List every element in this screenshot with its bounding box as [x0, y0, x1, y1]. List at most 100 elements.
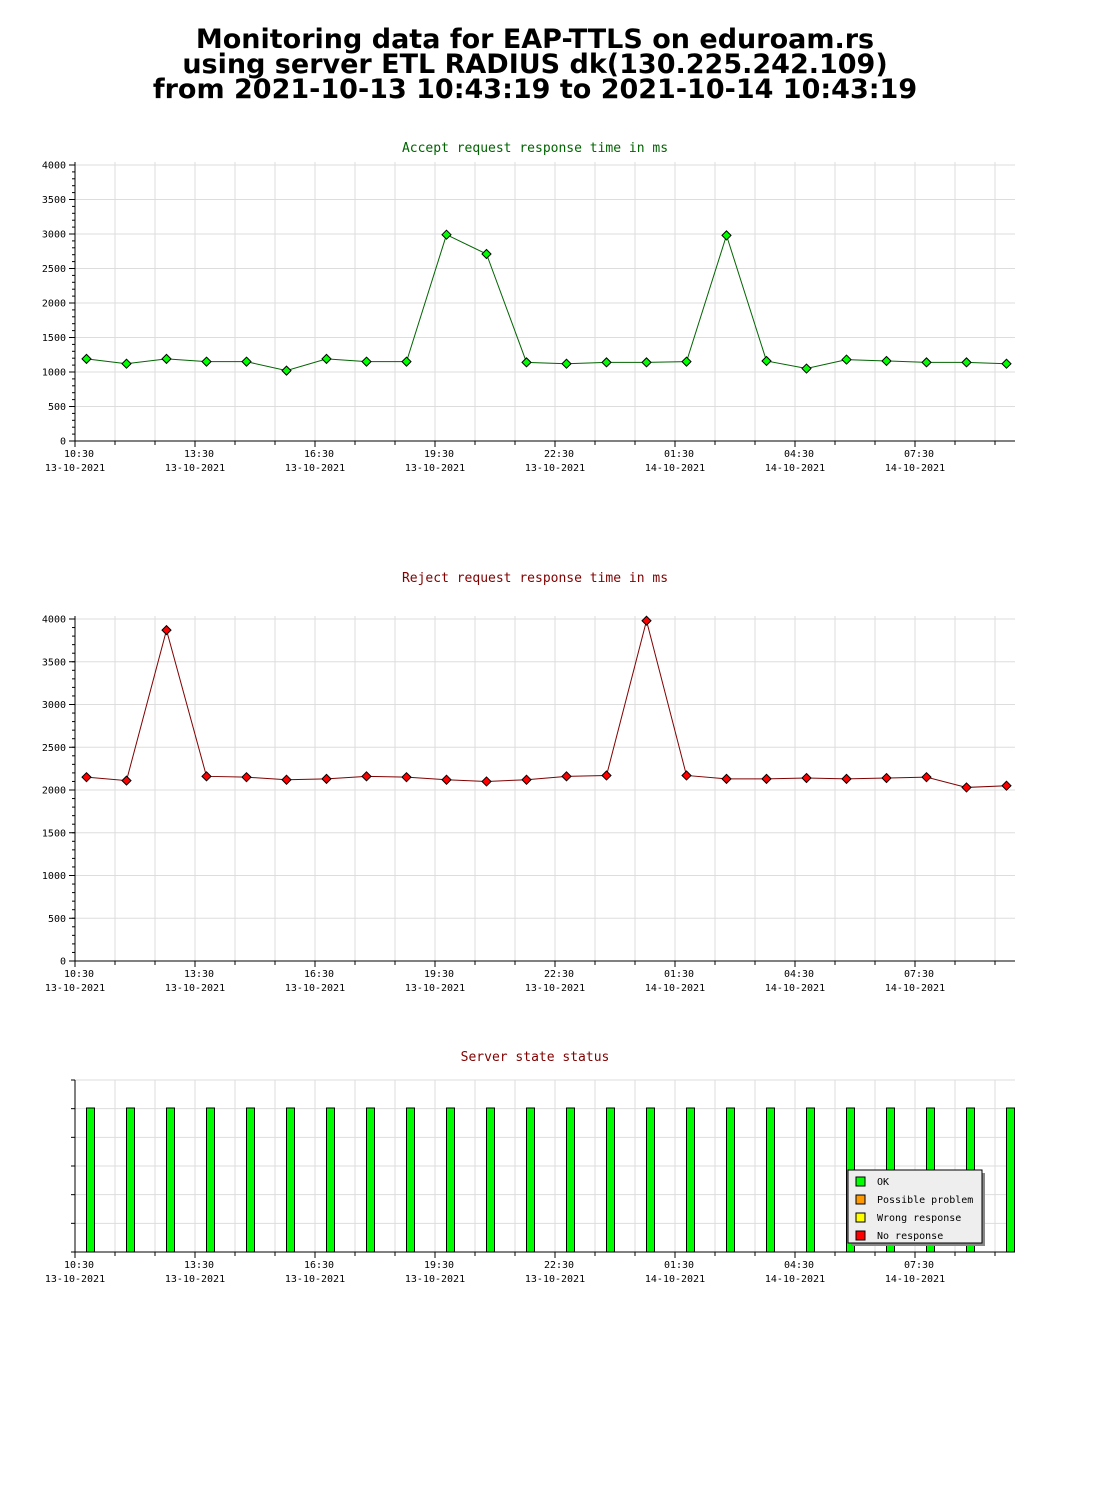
data-point [801, 772, 812, 784]
x-tick-time: 13:30 [184, 969, 214, 980]
y-tick-label: 3500 [42, 195, 66, 206]
x-tick-time: 01:30 [664, 969, 694, 980]
x-tick-time: 13:30 [184, 1260, 214, 1271]
data-point [921, 357, 932, 368]
status-bar [246, 1107, 255, 1253]
data-point [81, 353, 92, 365]
data-point [1001, 780, 1012, 791]
data-point [521, 357, 532, 368]
x-tick-date: 14-10-2021 [885, 983, 945, 994]
data-point [441, 229, 452, 240]
page-title-line-3: from 2021-10-13 10:43:19 to 2021-10-14 1… [152, 74, 918, 105]
status-bar [1006, 1107, 1015, 1253]
x-tick-time: 04:30 [784, 969, 814, 980]
legend-label: No response [877, 1231, 943, 1242]
status-bar [566, 1107, 575, 1253]
x-tick-date: 14-10-2021 [765, 1274, 825, 1285]
x-tick-date: 13-10-2021 [165, 983, 225, 994]
server-status-chart: 10:30 13-10-2021 13:30 13-10-2021 16:30 13-10… [45, 1079, 1015, 1285]
data-point [361, 356, 372, 367]
x-tick-date: 14-10-2021 [885, 463, 945, 474]
data-point [401, 356, 412, 367]
data-point [881, 355, 892, 367]
x-tick-date: 13-10-2021 [45, 463, 105, 474]
legend-swatch [855, 1176, 866, 1187]
x-tick-time: 19:30 [424, 969, 454, 980]
x-tick-time: 19:30 [424, 1260, 454, 1271]
legend-swatch [855, 1194, 866, 1205]
data-point [481, 248, 492, 260]
x-tick-time: 19:30 [424, 449, 454, 460]
y-tick-label: 3000 [42, 700, 66, 711]
data-point [641, 615, 652, 626]
y-tick-label: 3000 [42, 230, 66, 241]
data-point [161, 624, 172, 636]
x-tick-date: 13-10-2021 [165, 463, 225, 474]
x-tick-date: 13-10-2021 [525, 463, 585, 474]
data-point [921, 771, 932, 783]
x-tick-time: 07:30 [904, 449, 934, 460]
page-title-line-1: Monitoring data for EAP-TTLS on eduroam.… [195, 24, 875, 55]
data-point [841, 354, 852, 365]
x-tick-date: 13-10-2021 [525, 1274, 585, 1285]
data-point [281, 365, 292, 376]
x-tick-date: 14-10-2021 [765, 983, 825, 994]
x-tick-date: 13-10-2021 [405, 463, 465, 474]
x-tick-date: 13-10-2021 [405, 1274, 465, 1285]
data-point [241, 771, 252, 783]
legend-label: OK [877, 1177, 889, 1188]
y-tick-label: 2000 [42, 299, 66, 310]
data-point [761, 355, 772, 367]
data-point [721, 773, 732, 785]
data-point [281, 774, 292, 785]
data-point [561, 358, 572, 369]
data-point [681, 770, 692, 781]
legend-swatch [855, 1212, 866, 1223]
status-bar [206, 1107, 215, 1253]
x-tick-time: 10:30 [64, 969, 94, 980]
x-tick-time: 22:30 [544, 1260, 574, 1271]
data-point [1001, 358, 1012, 369]
x-tick-date: 14-10-2021 [885, 1274, 945, 1285]
status-bar [126, 1107, 135, 1253]
data-point [801, 363, 812, 374]
x-tick-time: 22:30 [544, 449, 574, 460]
data-point [321, 353, 332, 365]
x-tick-time: 04:30 [784, 449, 814, 460]
data-point [681, 356, 692, 367]
data-point [121, 358, 132, 369]
x-tick-time: 04:30 [784, 1260, 814, 1271]
status-bar [806, 1107, 815, 1253]
y-tick-label: 1500 [42, 828, 66, 839]
y-tick-label: 0 [60, 957, 66, 968]
data-point [201, 356, 212, 367]
data-point [601, 770, 612, 781]
x-tick-date: 13-10-2021 [45, 983, 105, 994]
data-point [881, 772, 892, 784]
x-tick-time: 10:30 [64, 449, 94, 460]
status-bar [366, 1107, 375, 1253]
y-tick-label: 2500 [42, 264, 66, 275]
y-tick-label: 0 [60, 437, 66, 448]
data-point [961, 782, 972, 793]
data-point [721, 230, 732, 241]
status-bar [86, 1107, 95, 1253]
data-point [761, 773, 772, 785]
reject-response-chart: 0 500 1000 1500 2000 2500 3000 3500 4000 10:30 13-… [42, 615, 1015, 994]
x-tick-date: 13-10-2021 [405, 983, 465, 994]
data-point [321, 773, 332, 785]
y-tick-label: 500 [48, 402, 66, 413]
data-point [841, 773, 852, 785]
status-bar [486, 1107, 495, 1253]
data-point [81, 771, 92, 783]
x-tick-date: 14-10-2021 [645, 1274, 705, 1285]
data-point [521, 774, 532, 785]
data-point [161, 353, 172, 365]
status-bar [526, 1107, 535, 1253]
x-tick-date: 14-10-2021 [645, 983, 705, 994]
data-point [481, 776, 492, 787]
x-tick-time: 01:30 [664, 449, 694, 460]
y-tick-label: 500 [48, 914, 66, 925]
x-tick-date: 13-10-2021 [285, 983, 345, 994]
status-bar [606, 1107, 615, 1253]
